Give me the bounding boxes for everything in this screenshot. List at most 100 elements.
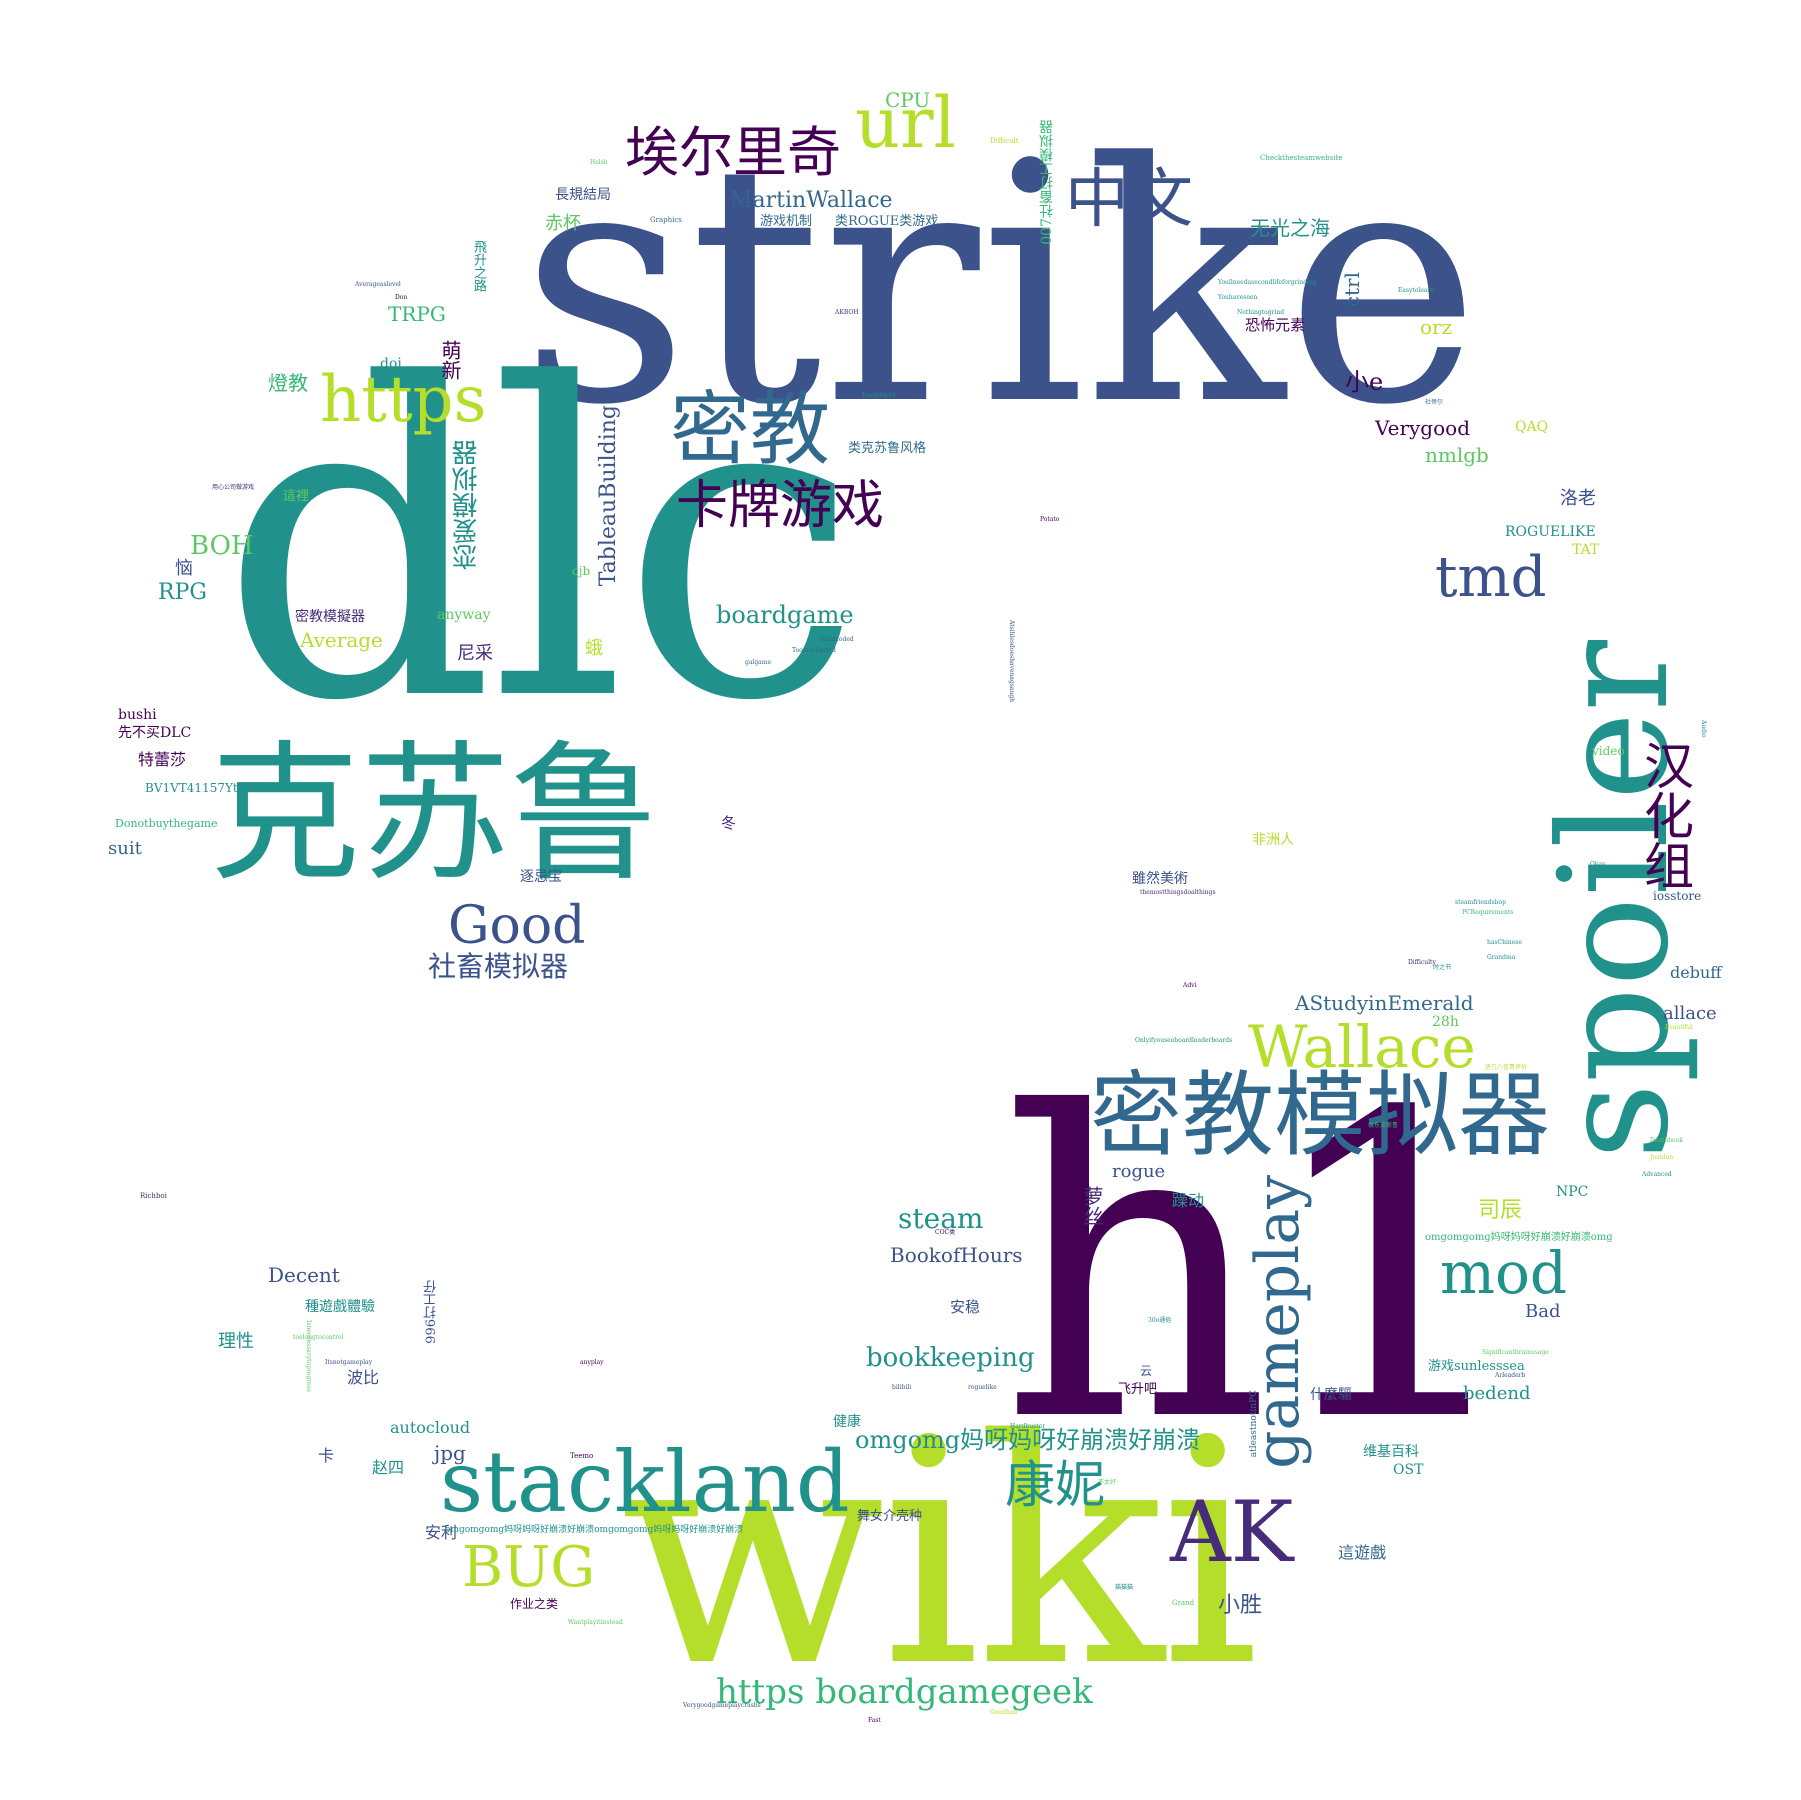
word-https: https bbox=[320, 363, 487, 437]
word-tiny-43: Advi bbox=[1183, 982, 1197, 989]
word-anli: 安利 bbox=[425, 1523, 458, 1542]
word-tiny-39: themostthingsdoalthings bbox=[1140, 889, 1216, 896]
word-feisheng: 飛升之路 bbox=[471, 240, 486, 292]
word-28h: 28h bbox=[1432, 1014, 1459, 1030]
word-tiny-0: Checkthesteamwebsite bbox=[1260, 154, 1343, 162]
word-tiny-27: Audio bbox=[1700, 720, 1707, 738]
word-tableau: TableauBuilding bbox=[596, 405, 621, 587]
word-tiny-14: anyplay bbox=[580, 1359, 604, 1366]
word-wuguang: 无光之海 bbox=[1250, 216, 1330, 240]
word-tiny-47: COC类 bbox=[935, 1229, 956, 1236]
word-youxijizhi: 游戏机制 bbox=[760, 214, 813, 229]
word-tiny-9: Grand bbox=[1172, 1599, 1195, 1607]
word-tiny-10: Fast bbox=[868, 1717, 881, 1724]
word-kangni: 康妮 bbox=[1005, 1456, 1105, 1514]
word-kapai: 卡牌游戏 bbox=[676, 476, 885, 536]
word-trpg: TRPG bbox=[388, 302, 446, 326]
word-tiny-51: 用心公司做游戏 bbox=[212, 484, 255, 491]
word-stackland: stackland bbox=[440, 1433, 850, 1531]
word-mijiao: 密教 bbox=[670, 383, 830, 476]
word-tiny-17: Goodbad bbox=[990, 1709, 1018, 1716]
word-mengxin: 萌新 bbox=[438, 340, 462, 380]
word-bedend: bedend bbox=[1463, 1383, 1531, 1404]
word-jpg: jpg bbox=[434, 1441, 466, 1465]
word-tiny-12: bilibili bbox=[892, 1384, 912, 1391]
word-weiji: 维基百科 bbox=[1363, 1444, 1419, 1460]
word-dong: 冬 bbox=[719, 815, 737, 830]
word-steam: steam bbox=[898, 1202, 984, 1235]
word-tiny-50: 社帝尔 bbox=[1425, 399, 1444, 406]
word-feishengba: 飞升吧 bbox=[1118, 1382, 1158, 1397]
word-tiny-22: Difficulty bbox=[1408, 959, 1436, 966]
word-tiny-29: Toomuchgrind bbox=[792, 647, 836, 654]
word-tiny-45: Verygoodgameplaycrashs bbox=[683, 1702, 761, 1709]
word-luolao: 洛老 bbox=[1560, 488, 1596, 509]
word-bookkeeping: bookkeeping bbox=[866, 1343, 1035, 1373]
word-tmd: tmd bbox=[1435, 545, 1547, 610]
word-tiny-34: Nothingtogrind bbox=[1237, 309, 1285, 316]
word-tiny-55: 坚几八佳哥评价 bbox=[1485, 1064, 1528, 1071]
word-lianai: 恋爱模拟器 bbox=[452, 440, 482, 570]
word-debuff: debuff bbox=[1670, 963, 1722, 982]
word-tiny-3: Averageaslevel bbox=[355, 281, 401, 288]
word-tiny-11: Hardbuster bbox=[1010, 1423, 1046, 1430]
word-sichen: 司辰 bbox=[1478, 1198, 1523, 1223]
word-tiny-13: roguelike bbox=[968, 1384, 997, 1391]
word-bushi: bushi bbox=[118, 707, 157, 723]
word-tiny-31: galgame bbox=[745, 659, 771, 666]
word-astudy: AStudyinEmerald bbox=[1295, 991, 1474, 1015]
word-ost: OST bbox=[1393, 1462, 1424, 1478]
word-mijiao-sim2: 密教模擬器 bbox=[295, 609, 365, 625]
word-tiny-41: toolongtocontrol bbox=[293, 1334, 344, 1341]
word-tiny-44: Easytolearn bbox=[1398, 287, 1435, 294]
word-tiny-37: Significantbrainusage bbox=[1482, 1349, 1549, 1356]
word-average: Average bbox=[300, 628, 383, 652]
word-tiny-35: Youllneedasecondlifeforgrinding bbox=[1218, 279, 1317, 286]
word-h1: h1 bbox=[1000, 1025, 1528, 1514]
word-mod: mod bbox=[1440, 1239, 1568, 1307]
word-tiny-42: Arleaderb bbox=[1495, 1372, 1526, 1379]
word-leikesulu: 类克苏鲁风格 bbox=[848, 441, 927, 456]
word-tiny-6: Potato bbox=[1040, 516, 1060, 523]
word-feizhou: 非洲人 bbox=[1252, 832, 1294, 848]
word-boby: 波比 bbox=[347, 1368, 380, 1387]
word-tiny-52: 不太好 bbox=[1098, 1479, 1117, 1486]
word-anyway: anyway bbox=[437, 607, 491, 623]
word-decent: Decent bbox=[268, 1263, 340, 1287]
word-strike: strike bbox=[520, 93, 1481, 477]
word-martinwallace: MartinWallace bbox=[730, 188, 893, 213]
word-jiankang: 健康 bbox=[833, 1414, 861, 1430]
word-lei-rogue: 类ROGUE类游戏 bbox=[835, 214, 939, 229]
word-allace: allace bbox=[1663, 1003, 1717, 1024]
word-tiny-15: Itsnotgameplay bbox=[325, 1359, 373, 1366]
word-dlc: dlc bbox=[220, 295, 862, 795]
word-qaq: QAQ bbox=[1515, 419, 1549, 435]
word-good: Good bbox=[448, 896, 586, 956]
word-tiny-25: Justdon bbox=[1650, 1154, 1674, 1161]
word-video: video bbox=[1592, 744, 1625, 758]
word-autocloud: autocloud bbox=[390, 1418, 471, 1437]
word-chibei: 赤杯 bbox=[545, 213, 581, 234]
word-tiny-30: Hardcoded bbox=[820, 636, 854, 643]
word-tiny-38: Atsihlesdoeshavenagsaugh bbox=[1008, 620, 1015, 703]
word-nmlgb: nmlgb bbox=[1425, 443, 1489, 467]
word-tiny-19: PCRequirements bbox=[1462, 909, 1514, 916]
word-tiny-5: Helsh bbox=[590, 159, 608, 166]
word-npc: NPC bbox=[1556, 1184, 1589, 1200]
word-youxisun: 游戏sunlesssea bbox=[1428, 1359, 1525, 1374]
word-suit: suit bbox=[108, 838, 142, 859]
word-telisha: 特蕾莎 bbox=[138, 750, 187, 769]
word-omg-tiny: omgomgomg妈呀妈呀好崩溃好崩溃omgomgomg妈呀妈呀好崩溃好崩溃 bbox=[445, 1525, 744, 1535]
word-https-bgg: https boardgamegeek bbox=[716, 1672, 1093, 1712]
word-wiki: wiki bbox=[620, 1374, 1259, 1735]
word-zhongwen: 中文 bbox=[1065, 163, 1193, 237]
word-tiny-7: Richboi bbox=[140, 1192, 167, 1200]
word-rpg: RPG bbox=[158, 580, 207, 605]
word-cpu: CPU bbox=[885, 88, 931, 112]
word-kesulu: 克苏鲁 bbox=[210, 728, 661, 902]
word-tiny-53: 猫猫猫 bbox=[1115, 1584, 1134, 1591]
word-tiny-1: Difficult bbox=[990, 137, 1019, 145]
word-tiny-24: Deathbook bbox=[1650, 1137, 1683, 1144]
word-aierliqi: 埃尔里奇 bbox=[625, 121, 841, 184]
word-rogue: rogue bbox=[1112, 1161, 1166, 1182]
